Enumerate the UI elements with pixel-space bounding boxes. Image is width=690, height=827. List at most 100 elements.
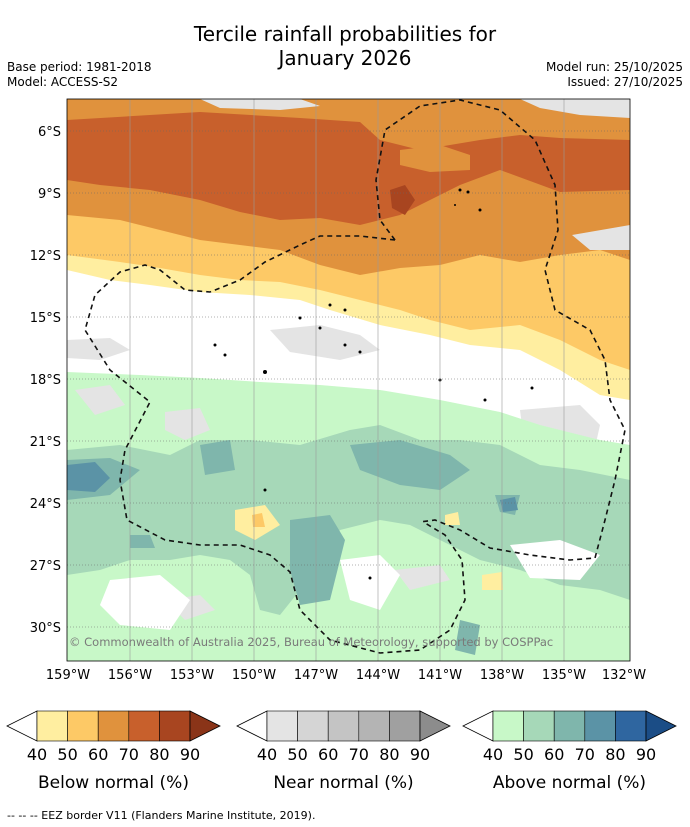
near-normal-swatch	[327, 710, 360, 742]
near-normal-tick-label: 40	[257, 745, 277, 764]
below-normal-60-patch	[400, 145, 470, 172]
below-normal-swatch	[97, 710, 130, 742]
colorbar-legend: 40 50 60 70 80 90 Below normal (%) 40 50 60 70 80 9…	[6, 710, 677, 793]
above-normal-upper-extend	[645, 710, 677, 742]
near-normal-swatch	[297, 710, 329, 742]
islands	[213, 188, 534, 580]
lat-label-12s: 12°S	[30, 249, 61, 264]
near-normal-tick-label: 50	[287, 745, 307, 764]
near-normal-swatch	[358, 710, 390, 742]
near-normal-south-patch-2	[75, 385, 125, 415]
below-normal-70-band	[67, 112, 630, 225]
near-normal-tick-label: 90	[410, 745, 430, 764]
latitude-labels: 6°S 9°S 12°S 15°S 18°S 21°S 24°S 27°S 30…	[30, 125, 61, 636]
probability-map: 6°S 9°S 12°S 15°S 18°S 21°S 24°S 27°S 30…	[30, 98, 646, 683]
near-normal-south-patch-3	[165, 565, 450, 620]
model-run: Model run: 25/10/2025	[545, 60, 683, 74]
white-south-patch-2	[340, 555, 400, 610]
below-normal-tick-label: 40	[27, 745, 47, 764]
meta-right: Model run: 25/10/2025 Issued: 27/10/2025	[546, 60, 683, 90]
above-normal-tick-label: 90	[636, 745, 656, 764]
lat-label-6s: 6°S	[38, 125, 61, 140]
near-normal-upper-extend	[419, 710, 451, 742]
lat-label-9s: 9°S	[38, 187, 61, 202]
near-normal-title: Near normal (%)	[273, 773, 413, 793]
above-normal-60-band	[67, 440, 520, 655]
colorbar-above-normal: 40 50 60 70 80 90 Above normal (%)	[462, 710, 677, 793]
above-normal-swatch	[492, 710, 524, 742]
lat-label-15s: 15°S	[30, 311, 61, 326]
lat-label-27s: 27°S	[30, 559, 61, 574]
above-normal-70-patch	[67, 462, 110, 492]
near-normal-east-patch	[572, 225, 630, 250]
probability-fields	[67, 99, 630, 661]
map-title: Tercile rainfall probabilities for Janua…	[0, 22, 690, 70]
above-normal-70-patch-2	[500, 497, 518, 512]
below-normal-south-core	[252, 513, 265, 527]
meta-left: Base period: 1981-2018 Model: ACCESS-S2	[7, 60, 152, 90]
above-normal-tick-label: 60	[544, 745, 564, 764]
below-normal-tick-label: 80	[149, 745, 169, 764]
lon-label-159w: 159°W	[46, 668, 90, 683]
near-normal-tick-label: 70	[349, 745, 369, 764]
lon-label-144w: 144°W	[356, 668, 400, 683]
above-normal-title: Above normal (%)	[493, 773, 646, 793]
lon-label-156w: 156°W	[108, 668, 152, 683]
below-normal-lower-extend	[6, 710, 38, 742]
grid-lines	[67, 130, 630, 628]
above-normal-tick-label: 40	[483, 745, 503, 764]
near-normal-mid-patch-1	[270, 325, 380, 360]
near-normal-swatch	[266, 710, 298, 742]
above-normal-tick-label: 50	[513, 745, 533, 764]
above-normal-lower-extend	[462, 710, 494, 742]
lon-label-138w: 138°W	[480, 668, 524, 683]
below-normal-tick-label: 90	[180, 745, 200, 764]
below-normal-swatch	[67, 710, 99, 742]
lon-label-141w: 141°W	[418, 668, 462, 683]
near-normal-mid-patch-2	[67, 338, 130, 360]
below-normal-tick-label: 50	[57, 745, 77, 764]
below-normal-tick-label: 70	[119, 745, 139, 764]
above-normal-swatch	[553, 710, 586, 742]
longitude-labels: 159°W 156°W 153°W 150°W 147°W 144°W 141°…	[46, 668, 646, 683]
below-normal-tick-label: 60	[88, 745, 108, 764]
near-normal-swatch	[389, 710, 421, 742]
lon-label-132w: 132°W	[602, 668, 646, 683]
lat-label-24s: 24°S	[30, 497, 61, 512]
lon-label-147w: 147°W	[294, 668, 338, 683]
colorbar-near-normal: 40 50 60 70 80 90 Near normal (%)	[236, 710, 451, 793]
model-name: Model: ACCESS-S2	[7, 75, 119, 89]
near-normal-tick-label: 80	[379, 745, 399, 764]
white-south-patch-1	[100, 575, 190, 630]
colorbar-below-normal: 40 50 60 70 80 90 Below normal (%)	[6, 710, 221, 793]
map-frame	[66, 98, 631, 662]
above-normal-tick-label: 80	[605, 745, 625, 764]
below-normal-80-patch	[390, 185, 415, 215]
base-period: Base period: 1981-2018	[7, 60, 152, 74]
below-normal-upper-extend	[189, 710, 221, 742]
below-normal-swatch	[36, 710, 68, 742]
title-line-1: Tercile rainfall probabilities for	[193, 22, 497, 46]
lat-label-18s: 18°S	[30, 373, 61, 388]
above-normal-tick-label: 70	[575, 745, 595, 764]
above-normal-swatch	[584, 710, 616, 742]
above-normal-swatch	[615, 710, 647, 742]
below-normal-title: Below normal (%)	[38, 773, 189, 793]
lon-label-135w: 135°W	[542, 668, 586, 683]
copyright-text: © Commonwealth of Australia 2025, Bureau…	[69, 635, 554, 649]
near-normal-tick-label: 60	[318, 745, 338, 764]
issued-date: Issued: 27/10/2025	[567, 75, 683, 89]
lon-label-153w: 153°W	[170, 668, 214, 683]
near-normal-lower-extend	[236, 710, 268, 742]
near-normal-top-strip	[200, 99, 630, 118]
above-normal-swatch	[523, 710, 555, 742]
lat-label-21s: 21°S	[30, 435, 61, 450]
lon-label-150w: 150°W	[232, 668, 276, 683]
near-normal-south-patch-1	[165, 408, 210, 440]
white-south-patch-3	[510, 540, 600, 580]
eez-borders	[84, 99, 626, 654]
below-normal-swatch	[128, 710, 160, 742]
eez-footnote: -- -- -- EEZ border V11 (Flanders Marine…	[7, 809, 316, 822]
meridian-lines	[129, 99, 565, 661]
title-line-2: January 2026	[278, 46, 412, 70]
